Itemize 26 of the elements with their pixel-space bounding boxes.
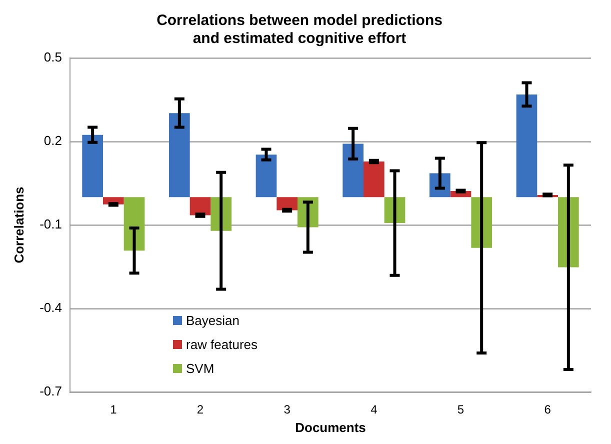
bar bbox=[363, 162, 384, 198]
x-tick-label: 1 bbox=[110, 402, 118, 417]
chart-title: Correlations between model predictions and estimated cognitive effort bbox=[156, 12, 442, 48]
x-axis-title: Documents bbox=[295, 420, 366, 435]
y-tick-label: 0.2 bbox=[44, 133, 62, 148]
y-axis-title: Correlations bbox=[11, 186, 26, 264]
x-tick-label: 6 bbox=[544, 402, 552, 417]
bar bbox=[276, 197, 298, 210]
bar bbox=[256, 154, 277, 198]
legend-label: Bayesian bbox=[186, 313, 240, 328]
x-tick-label: 5 bbox=[457, 402, 464, 417]
legend-label: SVM bbox=[186, 361, 214, 376]
x-tick-label: 3 bbox=[284, 402, 291, 417]
x-tick-label: 4 bbox=[370, 402, 378, 417]
bar bbox=[124, 197, 145, 251]
bar bbox=[342, 144, 364, 198]
bar bbox=[516, 94, 538, 198]
bar bbox=[82, 134, 103, 198]
y-tick-label: -0.1 bbox=[40, 216, 62, 232]
bar bbox=[168, 113, 190, 198]
y-tick-label: -0.7 bbox=[40, 384, 62, 399]
bar bbox=[190, 197, 211, 216]
legend-label: raw features bbox=[186, 337, 258, 352]
x-tick-label: 2 bbox=[196, 402, 204, 417]
y-tick-label: 0.5 bbox=[44, 50, 62, 65]
y-tick-label: -0.4 bbox=[40, 300, 62, 316]
